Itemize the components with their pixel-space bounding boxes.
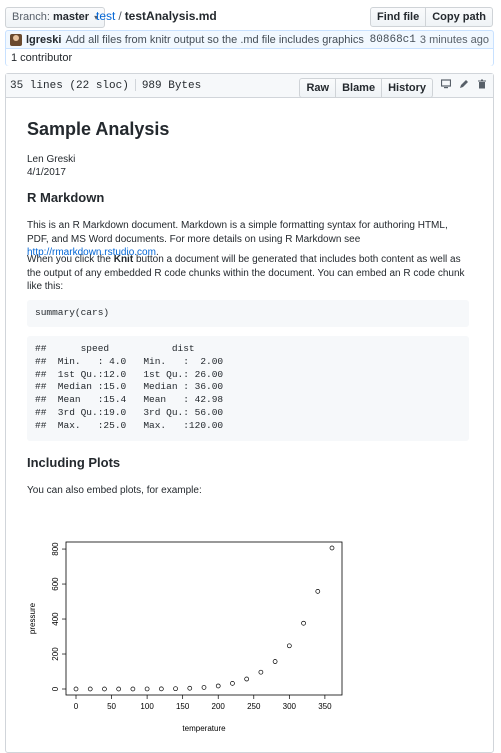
data-point [244,676,250,682]
paragraph-knit-a: When you click the [27,254,114,265]
data-point [258,669,264,675]
x-tick-label: 350 [318,702,332,711]
doc-author: Len Greski [27,154,76,165]
caret-down-icon: ▾ [94,13,99,22]
branch-name: master [52,11,90,23]
x-tick-label: 300 [283,702,297,711]
breadcrumb: test / testAnalysis.md [96,9,217,23]
contributors-count: 1 contributor [11,51,73,64]
data-point [144,686,150,692]
plot-frame [65,541,343,696]
commit-author-link[interactable]: lgreski [26,33,62,46]
doc-date: 4/1/2017 [27,167,66,178]
data-point [187,685,193,691]
find-file-button[interactable]: Find file [370,7,427,27]
output-line: ## 1st Qu.:12.0 1st Qu.: 26.00 [35,368,235,380]
x-tick-label: 200 [212,702,226,711]
code-line: summary(cars) [35,307,110,318]
x-tick-label: 150 [176,702,190,711]
data-point [130,686,136,692]
commit-sha-link[interactable]: 80868c1 [369,33,416,46]
data-point [201,685,207,690]
data-point [87,686,93,692]
file-icon-actions [440,79,487,92]
x-tick-label: 100 [140,702,154,711]
x-tick-label: 0 [74,702,79,711]
data-point [329,545,335,551]
code-block-summary: summary(cars) [27,300,469,327]
paragraph-plots: You can also embed plots, for example: [27,485,202,496]
breadcrumb-file-name: testAnalysis.md [124,9,217,23]
y-tick-label: 600 [51,577,60,591]
raw-button[interactable]: Raw [299,78,337,98]
plot-svg: 0 50 100 150 200 250 300 350 0 200 400 600 800 temper… [28,541,343,733]
blame-button[interactable]: Blame [336,78,383,98]
rmarkdown-link[interactable]: http://rmarkdown.rstudio.com [27,247,156,258]
file-header: 35 lines (22 sloc) 989 Bytes Raw Blame Hi… [6,74,493,98]
y-tick-label: 0 [51,686,60,691]
commit-row: lgreski Add all files from knitr output … [6,31,493,49]
data-point [116,686,122,692]
output-line: ## Mean :15.4 Mean : 42.98 [35,394,235,406]
data-point [102,686,107,692]
file-actions: Raw Blame History [299,78,433,98]
data-point [230,681,235,686]
paragraph-intro: This is an R Markdown document. Markdown… [27,219,469,260]
output-line: ## 3rd Qu.:19.0 3rd Qu.: 56.00 [35,406,235,418]
file-nav-buttons: Find file Copy path [370,7,493,27]
pressure-plot: 0 50 100 150 200 250 300 350 0 200 400 600 800 temper… [27,530,357,733]
x-axis-label: temperature [182,724,226,733]
output-line: ## Max. :25.0 Max. :120.00 [35,419,235,431]
code-block-output: ## speed dist ## Min. : 4.0 Min. : 2.00 … [27,336,469,441]
output-line: ## Median :15.0 Median : 36.00 [35,381,235,393]
file-info: 35 lines (22 sloc) 989 Bytes [10,79,201,92]
history-button[interactable]: History [382,78,433,98]
y-axis-label: pressure [28,602,37,634]
data-point [315,589,321,594]
paragraph-intro-end: . [155,247,159,258]
paragraph-knit: When you click the Knit button a documen… [27,253,469,294]
heading-including-plots: Including Plots [27,455,121,470]
commit-time: 3 minutes ago [419,33,489,46]
data-point [73,686,79,692]
heading-r-markdown: R Markdown [27,190,105,205]
x-tick-label: 250 [247,702,261,711]
data-point [272,659,278,664]
file-navigation: Branch: master ▾ test / testAnalysis.md Fi… [0,7,501,28]
pencil-icon[interactable] [459,79,469,92]
copy-path-button[interactable]: Copy path [426,7,493,27]
data-point [173,686,178,692]
commit-message-link[interactable]: Add all files from knitr output so the .… [65,33,364,46]
doc-title: Sample Analysis [27,119,170,139]
breadcrumb-repo-link[interactable]: test [96,9,116,23]
data-point [158,686,164,692]
paragraph-intro-text: This is an R Markdown document. Markdown… [27,220,448,245]
paragraph-knit-b: button a document will be generated that… [27,254,465,292]
trash-icon[interactable] [477,79,487,92]
file-info-divider [134,79,136,91]
data-point [301,620,306,626]
commit-tease: lgreski Add all files from knitr output … [5,30,494,66]
y-tick-label: 400 [51,612,60,626]
branch-prefix: Branch: [12,11,50,23]
desktop-icon[interactable] [440,79,452,92]
avatar[interactable] [10,33,22,46]
data-point [215,683,221,689]
contributors-row[interactable]: 1 contributor [6,49,493,66]
file-lines: 35 lines (22 sloc) [10,79,129,92]
y-tick-label: 800 [51,542,60,556]
output-line: ## Min. : 4.0 Min. : 2.00 [35,355,235,367]
file-size: 989 Bytes [141,79,202,92]
output-line: ## speed dist [35,343,235,354]
y-tick-label: 200 [51,647,60,661]
breadcrumb-separator: / [118,9,122,23]
branch-selector[interactable]: Branch: master ▾ [5,7,106,28]
knit-bold: Knit [113,254,134,265]
data-point [286,643,292,649]
x-tick-label: 50 [107,702,116,711]
